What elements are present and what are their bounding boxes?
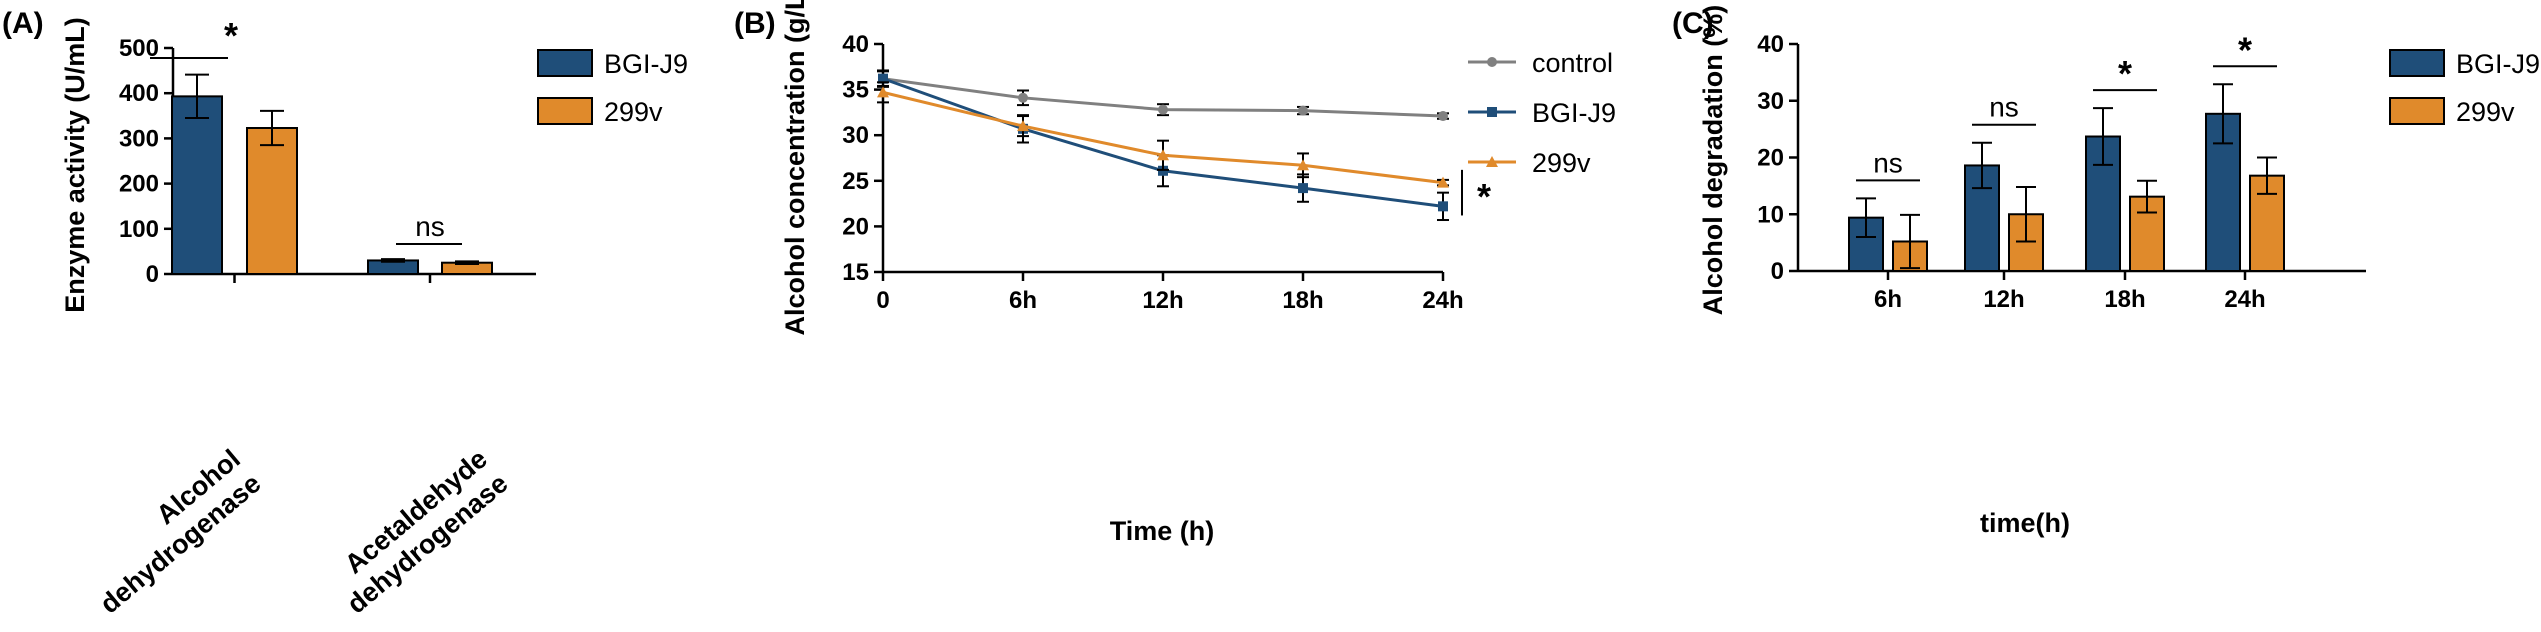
- panel-b-y-tick-label: 30: [842, 122, 869, 149]
- panel-b-y-tick-label: 40: [842, 31, 869, 58]
- panel-c-x-tick-label: 24h: [2224, 286, 2265, 313]
- legend-label-299v: 299v: [604, 97, 663, 127]
- panel-c-y-tick-label: 30: [1757, 88, 1784, 115]
- panel-b-x-axis-label: Time (h): [1110, 516, 1215, 546]
- legend-swatch-299v: [2389, 97, 2445, 125]
- panel-c-y-tick-label: 20: [1757, 145, 1784, 172]
- panel-a-category-label-1: Acetaldehyde dehydrogenase: [339, 444, 513, 620]
- legend-label-bgi-j9: BGI-J9: [604, 49, 688, 79]
- data-point-299v: [1017, 120, 1029, 132]
- data-point-bgi-j9: [878, 73, 888, 84]
- data-point-299v: [1297, 159, 1309, 171]
- panel-b-y-tick-label: 35: [842, 77, 869, 104]
- data-point-299v: [1437, 176, 1449, 188]
- panel-a-y-tick-label: 400: [119, 80, 159, 107]
- legend-label-bgi-j9: BGI-J9: [1532, 98, 1616, 128]
- panel-a-y-tick-label: 0: [146, 261, 159, 288]
- panel-a-category-label-0: Alcohol dehydrogenase: [94, 444, 266, 620]
- panel-a-legend: BGI-J9 299v: [537, 49, 688, 127]
- panel-b-x-tick-label: 6h: [1009, 287, 1037, 314]
- legend-label-299v: 299v: [1532, 148, 1591, 178]
- significance-label: *: [1477, 176, 1491, 217]
- legend-marker-bgi-j9: [1487, 107, 1497, 117]
- significance-label: *: [224, 15, 238, 56]
- panel-b-label: (B): [734, 7, 776, 40]
- panel-b-y-tick-label: 15: [842, 259, 869, 286]
- panel-c-plot: 0 10 20 30 40 6h ns 12h ns 18h * 24h *: [1757, 29, 2366, 313]
- panel-c-x-tick-label: 18h: [2104, 286, 2145, 313]
- panel-a-label: (A): [2, 7, 44, 40]
- legend-marker-299v: [1486, 156, 1498, 167]
- legend-swatch-bgi-j9: [2389, 49, 2445, 77]
- significance-label: ns: [1989, 92, 2019, 123]
- panel-b-y-tick-label: 25: [842, 168, 869, 195]
- data-point-bgi-j9: [1438, 201, 1448, 212]
- legend-swatch-299v: [537, 97, 593, 125]
- legend-label-control: control: [1532, 48, 1613, 78]
- data-point-control: [1018, 92, 1028, 103]
- panel-b-plot: 15 20 25 30 35 40 0 6h 12h 18h 24h *: [842, 31, 1491, 314]
- significance-label: *: [2238, 29, 2252, 70]
- data-point-control: [1298, 105, 1308, 116]
- panel-a-y-tick-label: 300: [119, 125, 159, 152]
- panel-c-y-tick-label: 10: [1757, 201, 1784, 228]
- panel-b-y-axis-label: Alcohol concentration (g/L): [780, 0, 810, 336]
- legend-marker-control: [1487, 57, 1497, 67]
- legend-label-bgi-j9: BGI-J9: [2456, 49, 2540, 79]
- significance-label: ns: [415, 211, 445, 242]
- panel-b-legend: control BGI-J9 299v: [1468, 48, 1616, 178]
- panel-c: (C) 0 10 20 30 40 6h ns 12h ns 18h * 24h * Alcohol d…: [1672, 5, 2540, 538]
- legend-swatch-bgi-j9: [537, 49, 593, 77]
- panel-a-y-tick-label: 100: [119, 216, 159, 243]
- panel-b-x-tick-label: 12h: [1142, 287, 1183, 314]
- panel-b-x-tick-label: 0: [876, 287, 889, 314]
- data-point-299v: [1157, 149, 1169, 161]
- bar-299v: [246, 127, 298, 275]
- significance-label: ns: [1873, 147, 1903, 178]
- panel-c-label: (C): [1672, 7, 1714, 40]
- panel-c-legend: BGI-J9 299v: [2389, 49, 2540, 127]
- panel-c-y-tick-label: 0: [1771, 258, 1784, 285]
- panel-c-x-tick-label: 12h: [1983, 286, 2024, 313]
- panel-b: (B) 15 20 25 30 35 40 0 6h 12h 18h 24h * Alcohol co…: [734, 0, 1616, 546]
- data-point-control: [1438, 111, 1448, 122]
- data-point-control: [1158, 104, 1168, 115]
- panel-c-y-axis-label: Alcohol degradation (%): [1698, 5, 1728, 316]
- panel-a-y-tick-label: 200: [119, 171, 159, 198]
- bar-bgi-j9: [171, 95, 223, 275]
- panel-b-y-tick-label: 20: [842, 213, 869, 240]
- panel-b-x-tick-label: 24h: [1422, 287, 1463, 314]
- data-point-299v: [877, 86, 889, 98]
- panel-a-y-axis-label: Enzyme activity (U/mL): [60, 17, 90, 313]
- significance-label: *: [2118, 53, 2132, 94]
- legend-label-299v: 299v: [2456, 97, 2515, 127]
- panel-c-y-tick-label: 40: [1757, 31, 1784, 58]
- panel-c-x-axis-label: time(h): [1980, 508, 2070, 538]
- panel-c-x-tick-label: 6h: [1874, 286, 1902, 313]
- data-point-bgi-j9: [1298, 183, 1308, 194]
- panel-b-x-tick-label: 18h: [1282, 287, 1323, 314]
